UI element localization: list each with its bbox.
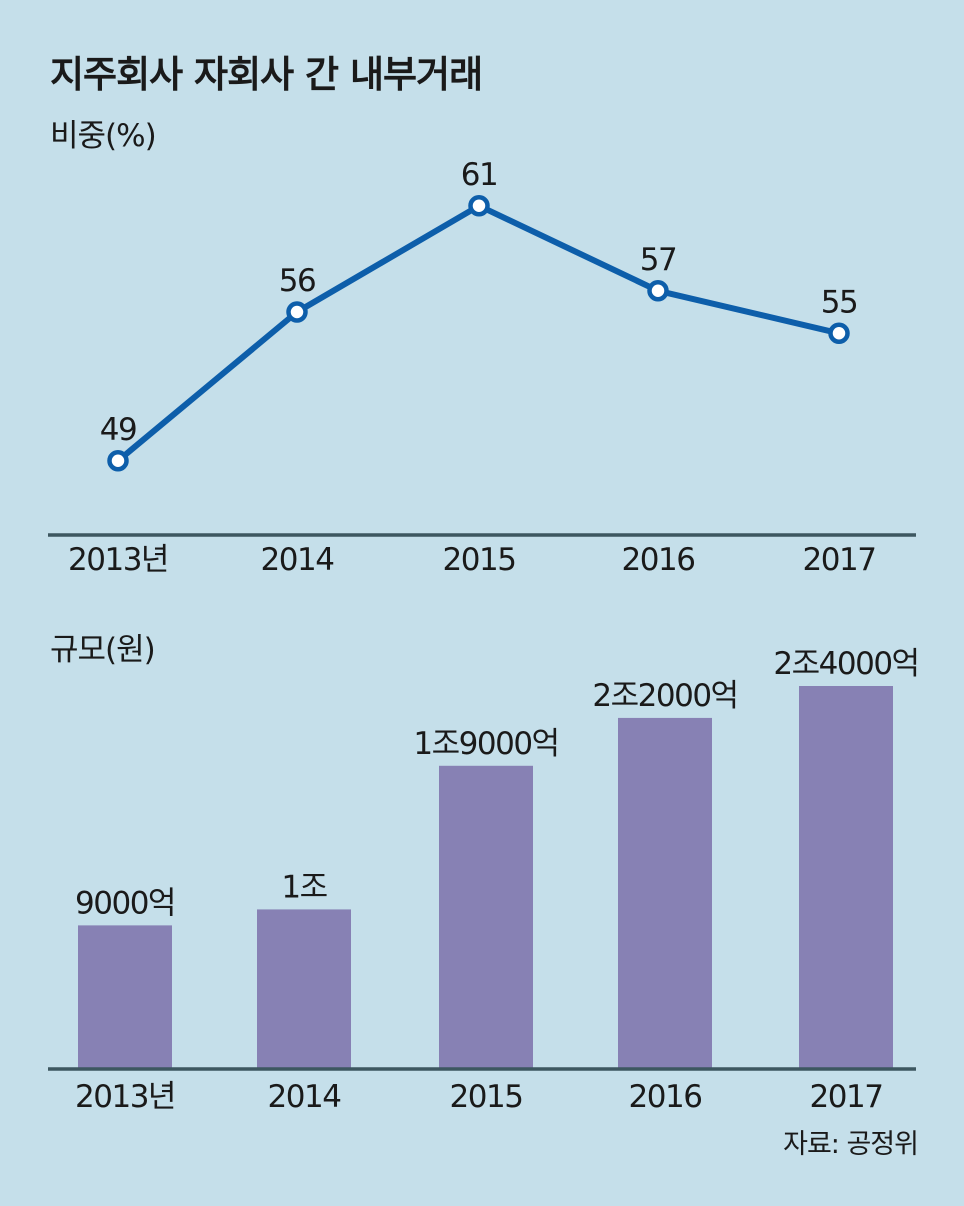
series-line [116,202,840,464]
line-point-2 [468,195,490,217]
line-data-label-3: 57 [640,242,676,278]
bar-chart-title: 규모(원) [50,632,156,668]
bar-x-tick-3: 2016 [629,1079,702,1115]
bar-2 [439,765,533,1069]
bar-1 [257,909,351,1069]
line-point-1 [286,301,308,323]
bar-x-tick-4: 2017 [810,1079,883,1115]
line-x-tick-1: 2014 [261,542,334,578]
bar-data-label-4: 2조4000억 [773,646,918,682]
bar-x-tick-1: 2014 [268,1079,341,1115]
line-data-label-0: 49 [100,412,136,448]
line-point-3 [647,280,669,302]
line-point-0 [107,450,129,472]
line-x-tick-3: 2016 [622,542,695,578]
line-x-tick-4: 2017 [803,542,876,578]
bar-4 [799,686,893,1069]
line-x-tick-0: 2013년 [68,542,168,578]
line-x-tick-2: 2015 [443,542,516,578]
bar-data-label-2: 1조9000억 [413,726,558,762]
bar-data-label-1: 1조 [281,869,326,905]
bar-x-tick-2: 2015 [450,1079,523,1115]
line-chart-title: 비중(%) [50,118,157,154]
bar-data-label-3: 2조2000억 [592,678,737,714]
bar-3 [618,717,712,1069]
line-data-label-4: 55 [821,284,857,320]
line-data-label-2: 61 [461,157,497,193]
source-note: 자료: 공정위 [783,1129,919,1160]
bar-0 [78,925,172,1069]
bar-x-tick-0: 2013년 [75,1079,175,1115]
line-point-4 [828,322,850,344]
bar-data-label-0: 9000억 [75,885,175,921]
line-data-label-1: 56 [279,263,315,299]
chart-title: 지주회사 자회사 간 내부거래 [50,53,483,96]
